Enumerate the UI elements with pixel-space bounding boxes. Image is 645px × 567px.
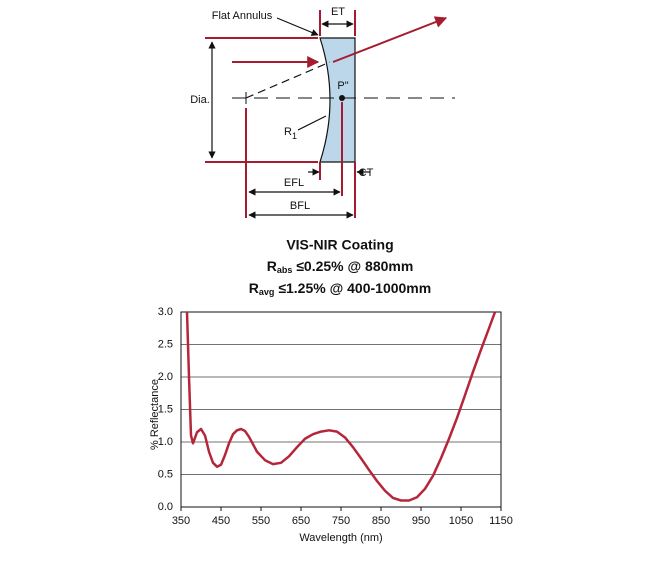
y-tick-label: 1.5 (158, 403, 173, 415)
x-axis-label: Wavelength (nm) (299, 532, 382, 544)
label: P" (337, 80, 348, 92)
y-tick-label: 3.0 (158, 306, 173, 318)
label: EFL (284, 177, 304, 189)
subtitle-part: abs (277, 265, 293, 275)
subtitle-part: R (249, 280, 259, 296)
y-tick-label: 1.0 (158, 436, 173, 448)
chart-subtitle: Ravg ≤1.25% @ 400-1000mm (249, 280, 431, 298)
lens-diagram: Flat Annulus ET Dia. P" R1 EFL BFL CT (190, 6, 455, 219)
label: Dia. (190, 94, 210, 106)
x-tick-label: 650 (292, 515, 310, 527)
x-tick-label: 550 (252, 515, 270, 527)
chart-subtitle: Rabs ≤0.25% @ 880mm (267, 258, 414, 276)
label: CT (359, 167, 374, 179)
r1-leader (297, 115, 327, 131)
x-tick-label: 850 (372, 515, 390, 527)
outgoing-ray (332, 16, 448, 63)
y-tick-label: 0.0 (158, 501, 173, 513)
x-tick-label: 950 (412, 515, 430, 527)
label: R (284, 126, 292, 138)
y-axis-label: % Reflectance (149, 379, 161, 450)
label: ET (331, 6, 345, 18)
chart-title: VIS-NIR Coating (286, 237, 393, 253)
lens (319, 37, 356, 163)
y-tick-label: 2.5 (158, 338, 173, 350)
y-tick-label: 0.5 (158, 468, 173, 480)
subtitle-part: avg (259, 287, 275, 297)
label: 1 (292, 131, 297, 141)
subtitle-part: ≤1.25% @ 400-1000mm (274, 280, 431, 296)
subtitle-part: R (267, 258, 277, 274)
x-tick-label: 450 (212, 515, 230, 527)
x-tick-label: 750 (332, 515, 350, 527)
principal-point (339, 95, 345, 101)
subtitle-part: ≤0.25% @ 880mm (292, 258, 413, 274)
data-line (185, 311, 497, 502)
x-tick-label: 350 (172, 515, 190, 527)
plot-frame (180, 311, 502, 508)
y-tick-label: 2.0 (158, 371, 173, 383)
x-tick-label: 1150 (489, 515, 513, 527)
virtual-ray (245, 61, 331, 99)
label: Flat Annulus (212, 10, 273, 22)
label: R1 (284, 126, 297, 141)
annulus-leader (276, 17, 319, 36)
x-tick-label: 1050 (449, 515, 473, 527)
label: BFL (290, 200, 310, 212)
